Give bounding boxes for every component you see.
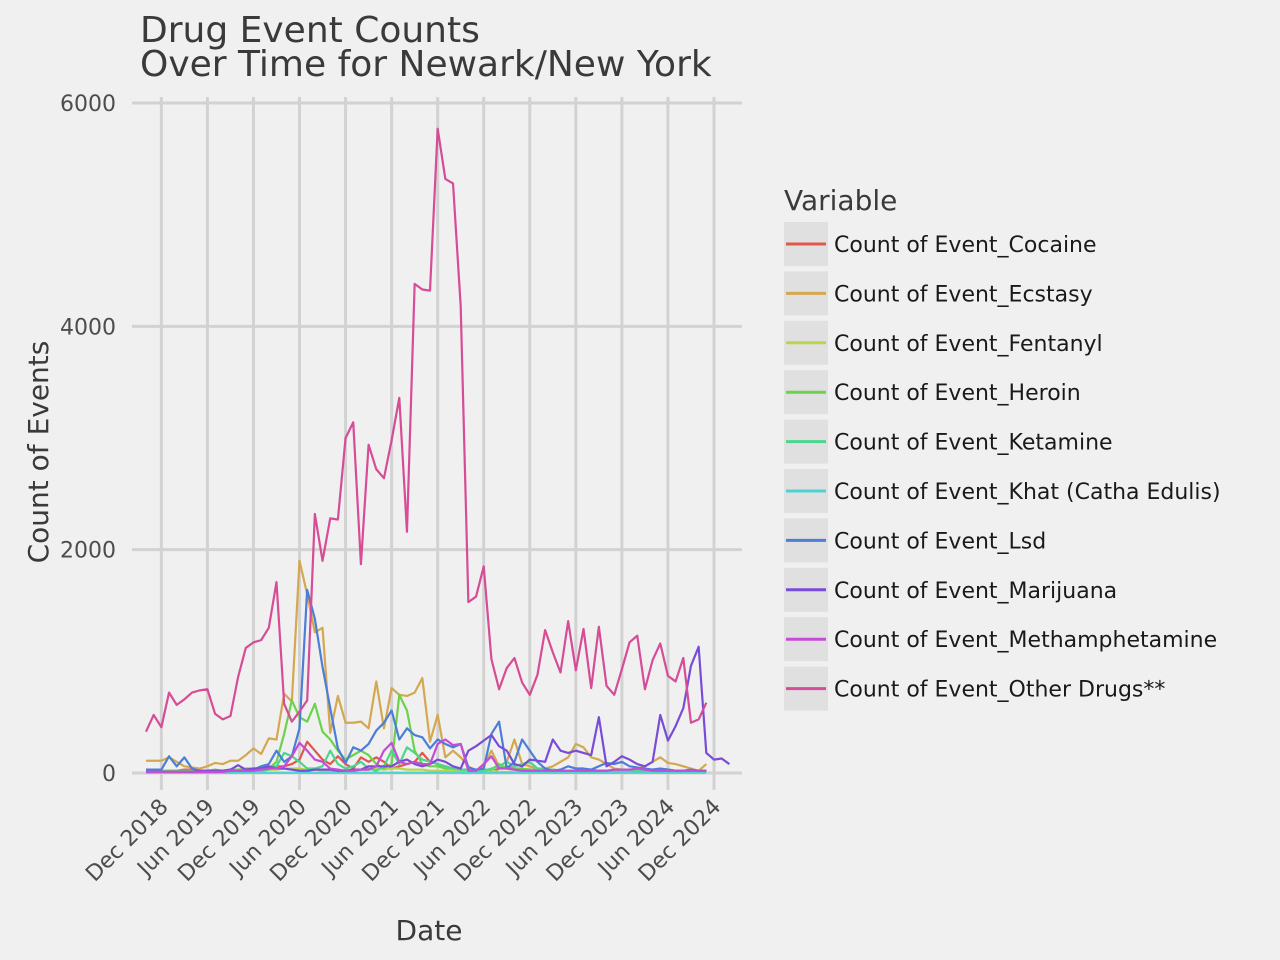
legend-label: Count of Event_Fentanyl xyxy=(834,332,1103,357)
x-axis-label: Date xyxy=(396,914,463,947)
series-line xyxy=(146,738,707,773)
legend-label: Count of Event_Methamphetamine xyxy=(834,628,1217,653)
y-axis-label: Count of Events xyxy=(22,341,55,564)
series-line xyxy=(146,645,730,773)
series-line xyxy=(146,559,708,772)
legend-label: Count of Event_Heroin xyxy=(834,381,1081,406)
legend-label: Count of Event_Marijuana xyxy=(834,579,1117,604)
legend-label: Count of Event_Lsd xyxy=(834,529,1046,554)
grid-lines xyxy=(132,97,742,790)
y-tick-label: 2000 xyxy=(60,539,116,564)
y-tick-label: 4000 xyxy=(60,315,116,340)
y-axis-ticks: 0 2000 4000 6000 xyxy=(60,92,116,787)
y-tick-label: 0 xyxy=(102,762,116,787)
series-line xyxy=(145,127,708,733)
y-tick-label: 6000 xyxy=(60,92,116,117)
legend-label: Count of Event_Cocaine xyxy=(834,233,1097,258)
legend-label: Count of Event_Ecstasy xyxy=(834,282,1093,307)
legend-title: Variable xyxy=(784,184,897,217)
series-lines xyxy=(145,127,730,774)
legend-label: Count of Event_Khat (Catha Edulis) xyxy=(834,480,1221,505)
legend-label: Count of Event_Other Drugs** xyxy=(834,678,1165,703)
chart-title-line1: Drug Event Counts xyxy=(140,10,480,51)
chart-title-line2: Over Time for Newark/New York xyxy=(140,44,712,85)
legend: Count of Event_Cocaine Count of Event_Ecs… xyxy=(784,222,1221,711)
legend-label: Count of Event_Ketamine xyxy=(834,431,1113,456)
